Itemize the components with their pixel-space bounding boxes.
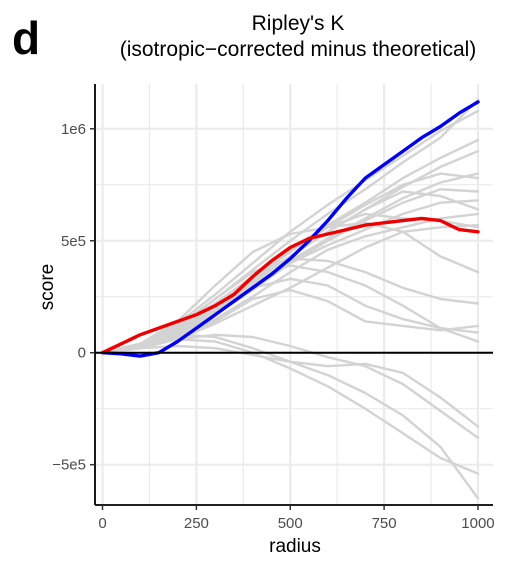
series-line-gray-19: [101, 338, 480, 475]
panel-letter: d: [12, 12, 40, 64]
axes: 0 250 500 750 1000 −5e5 0 5e5 1e6: [52, 84, 495, 532]
chart-title: Ripley's K: [252, 12, 345, 35]
series-line-red-22: [100, 216, 480, 355]
series-line-gray-14: [101, 264, 480, 354]
x-tick-label: 500: [278, 515, 303, 532]
y-tick-label: 5e5: [61, 233, 86, 250]
series-line-gray-20: [101, 344, 480, 428]
series-line-gray-12: [101, 221, 480, 354]
x-axis-label: radius: [269, 536, 321, 557]
series-line-gray-0: [101, 109, 480, 354]
y-tick-label: −5e5: [52, 457, 86, 474]
series-line-blue-21: [100, 100, 480, 358]
y-tick-label: 1e6: [61, 121, 86, 138]
y-axis-label: score: [37, 264, 58, 310]
x-tick-label: 1000: [461, 515, 494, 532]
x-tick-label: 0: [98, 515, 106, 532]
chart-subtitle: (isotropic−corrected minus theoretical): [120, 38, 477, 61]
x-tick-label: 750: [372, 515, 397, 532]
y-tick-label: 0: [78, 345, 86, 362]
x-tick-label: 250: [184, 515, 209, 532]
series-lines: [100, 98, 480, 500]
series-line-gray-1: [101, 98, 480, 354]
